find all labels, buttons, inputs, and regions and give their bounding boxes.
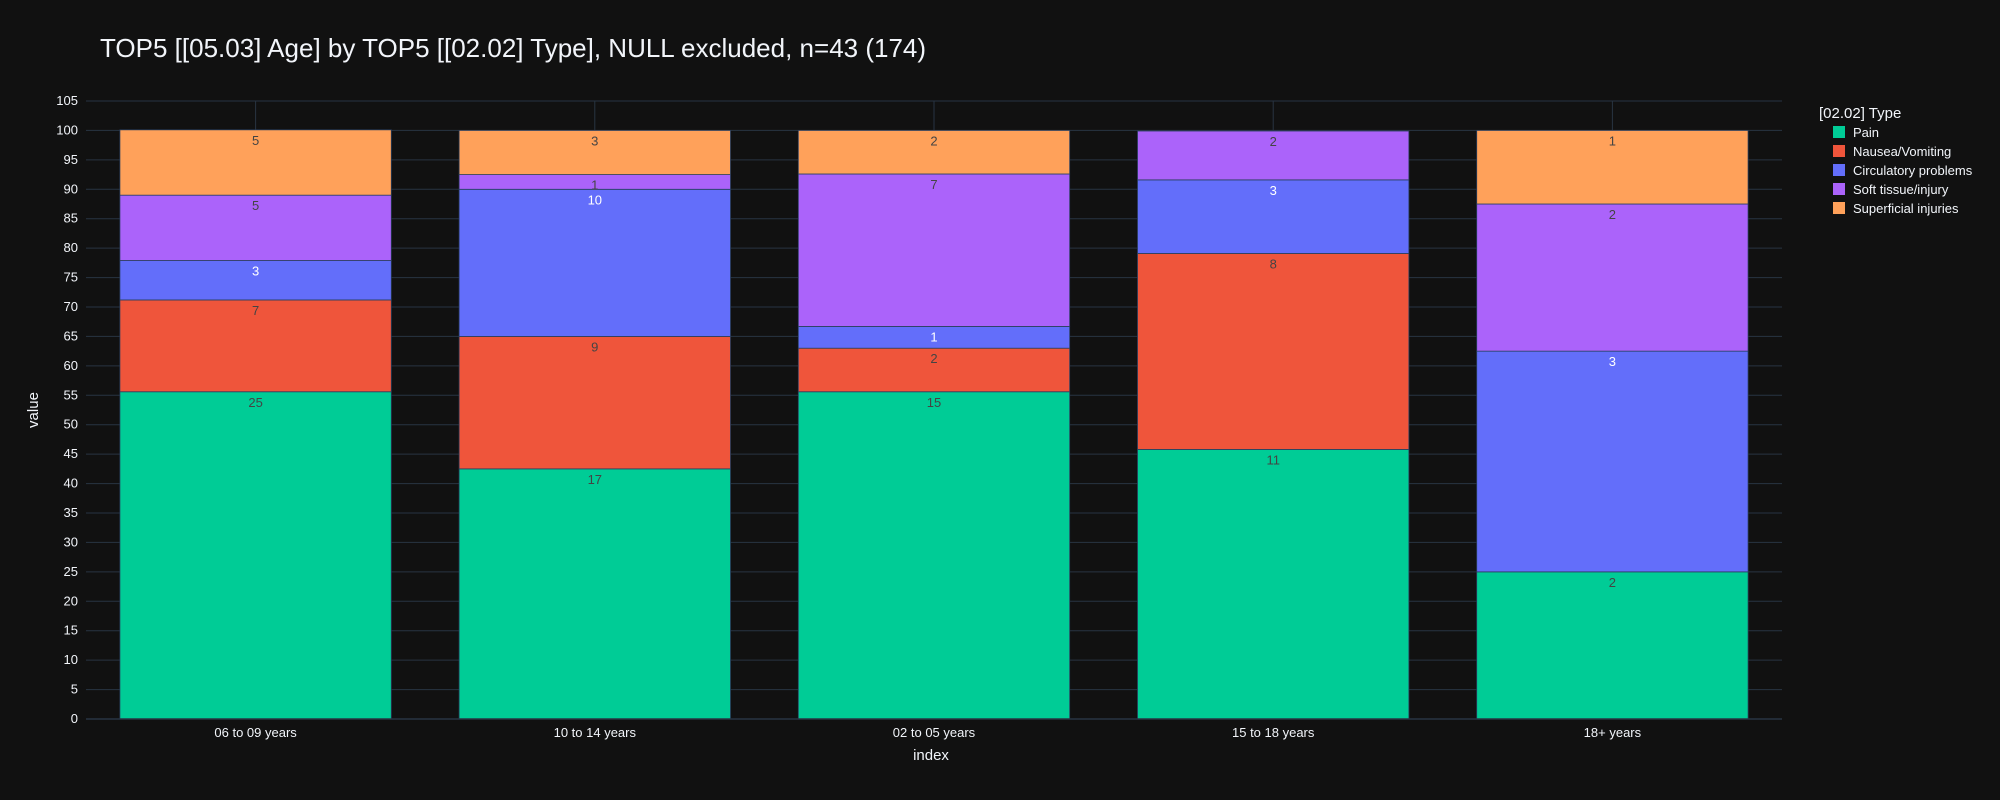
y-tick-label: 85: [64, 211, 78, 226]
bar-segment: [1476, 203, 1749, 352]
y-tick-label: 105: [56, 93, 78, 108]
y-tick-label: 45: [64, 446, 78, 461]
y-tick-label: 5: [71, 682, 78, 697]
x-tick-label: 02 to 05 years: [893, 725, 976, 740]
bar-segment: [1476, 130, 1749, 205]
x-tick-label: 10 to 14 years: [554, 725, 637, 740]
legend-swatch: [1833, 164, 1845, 176]
bar-segment: [797, 130, 1071, 175]
y-tick-label: 55: [64, 387, 78, 402]
bar-data-label: 3: [591, 133, 598, 148]
x-axis-ticks: 06 to 09 years 10 to 14 years 02 to 05 yea…: [86, 718, 1782, 740]
bar-data-label: 11: [1266, 452, 1280, 467]
y-tick-label: 90: [64, 181, 78, 196]
bar-segment: [458, 468, 731, 720]
bar-data-label: 2: [1609, 575, 1616, 590]
legend-item-label: Superficial injuries: [1853, 201, 1959, 216]
bar-segment: [458, 130, 731, 175]
bar-segment: [797, 391, 1071, 720]
bar-data-label: 2: [1270, 134, 1277, 149]
bar-segment: [797, 173, 1071, 327]
chart-title: TOP5 [[05.03] Age] by TOP5 [[02.02] Type…: [100, 33, 926, 63]
bar-data-label: 9: [591, 339, 598, 354]
bar-data-label: 8: [1270, 256, 1277, 271]
y-tick-label: 65: [64, 328, 78, 343]
bar-segment: [797, 347, 1071, 393]
bar-data-label: 7: [252, 303, 259, 318]
bar-data-label: 1: [591, 178, 598, 193]
bar-segment: [1137, 253, 1410, 450]
bar-data-label: 3: [1609, 354, 1616, 369]
x-tick-label: 18+ years: [1584, 725, 1642, 740]
bar-segment: [1476, 571, 1749, 720]
x-tick-label: 06 to 09 years: [214, 725, 297, 740]
bar-data-label: 17: [588, 472, 602, 487]
legend-item-label: Nausea/Vomiting: [1853, 144, 1951, 159]
y-tick-label: 20: [64, 593, 78, 608]
y-tick-label: 95: [64, 152, 78, 167]
y-tick-label: 15: [64, 623, 78, 638]
y-tick-label: 60: [64, 358, 78, 373]
bar-data-label: 5: [252, 133, 259, 148]
y-tick-label: 75: [64, 270, 78, 285]
bar-segment: [119, 299, 392, 393]
bar-segment: [119, 129, 392, 196]
legend: [02.02] Type Pain Nausea/Vomiting Circulat…: [1819, 105, 1973, 216]
legend-swatch: [1833, 126, 1845, 138]
legend-item-label: Soft tissue/injury: [1853, 182, 1949, 197]
bar-data-label: 2: [930, 351, 937, 366]
bar-segment: [1137, 449, 1410, 720]
y-tick-label: 0: [71, 711, 78, 726]
legend-item-label: Pain: [1853, 125, 1879, 140]
y-tick-label: 25: [64, 564, 78, 579]
bar-data-label: 25: [248, 395, 262, 410]
bar-data-label: 5: [252, 198, 259, 213]
bar-segment: [119, 391, 392, 720]
y-tick-label: 10: [64, 652, 78, 667]
legend-swatch: [1833, 202, 1845, 214]
y-tick-label: 70: [64, 299, 78, 314]
bar-data-label: 3: [252, 264, 259, 279]
bar-data-label: 15: [927, 395, 941, 410]
y-tick-label: 30: [64, 534, 78, 549]
y-axis-title: value: [25, 392, 42, 428]
legend-swatch: [1833, 145, 1845, 157]
y-tick-label: 50: [64, 417, 78, 432]
bar-segment: [1476, 350, 1749, 573]
y-tick-label: 100: [56, 122, 78, 137]
bar-segment: [1137, 130, 1410, 181]
x-tick-label: 15 to 18 years: [1232, 725, 1315, 740]
y-tick-label: 35: [64, 505, 78, 520]
bar-data-label: 2: [930, 133, 937, 148]
bar-data-label: 7: [930, 177, 937, 192]
y-axis-ticks: 0 5 10 15 20 25 30 35 40 45 50 55 60 65 70 75 80 85 90 95 10…: [56, 93, 78, 726]
bar-data-label: 10: [588, 192, 602, 207]
bar-data-label: 1: [930, 329, 937, 344]
bar-segment: [1137, 179, 1410, 254]
bar-data-label: 3: [1270, 183, 1277, 198]
bar-segment: [458, 336, 731, 470]
legend-item-label: Circulatory problems: [1853, 163, 1973, 178]
bar-segment: [119, 260, 392, 301]
bar-segment: [119, 194, 392, 261]
y-tick-label: 80: [64, 240, 78, 255]
x-axis-title: index: [913, 747, 949, 764]
bar-segment: [458, 188, 731, 337]
legend-swatch: [1833, 183, 1845, 195]
bar-data-label: 2: [1609, 207, 1616, 222]
legend-title: [02.02] Type: [1819, 105, 1901, 122]
y-tick-label: 40: [64, 476, 78, 491]
bar-data-label: 1: [1609, 133, 1616, 148]
